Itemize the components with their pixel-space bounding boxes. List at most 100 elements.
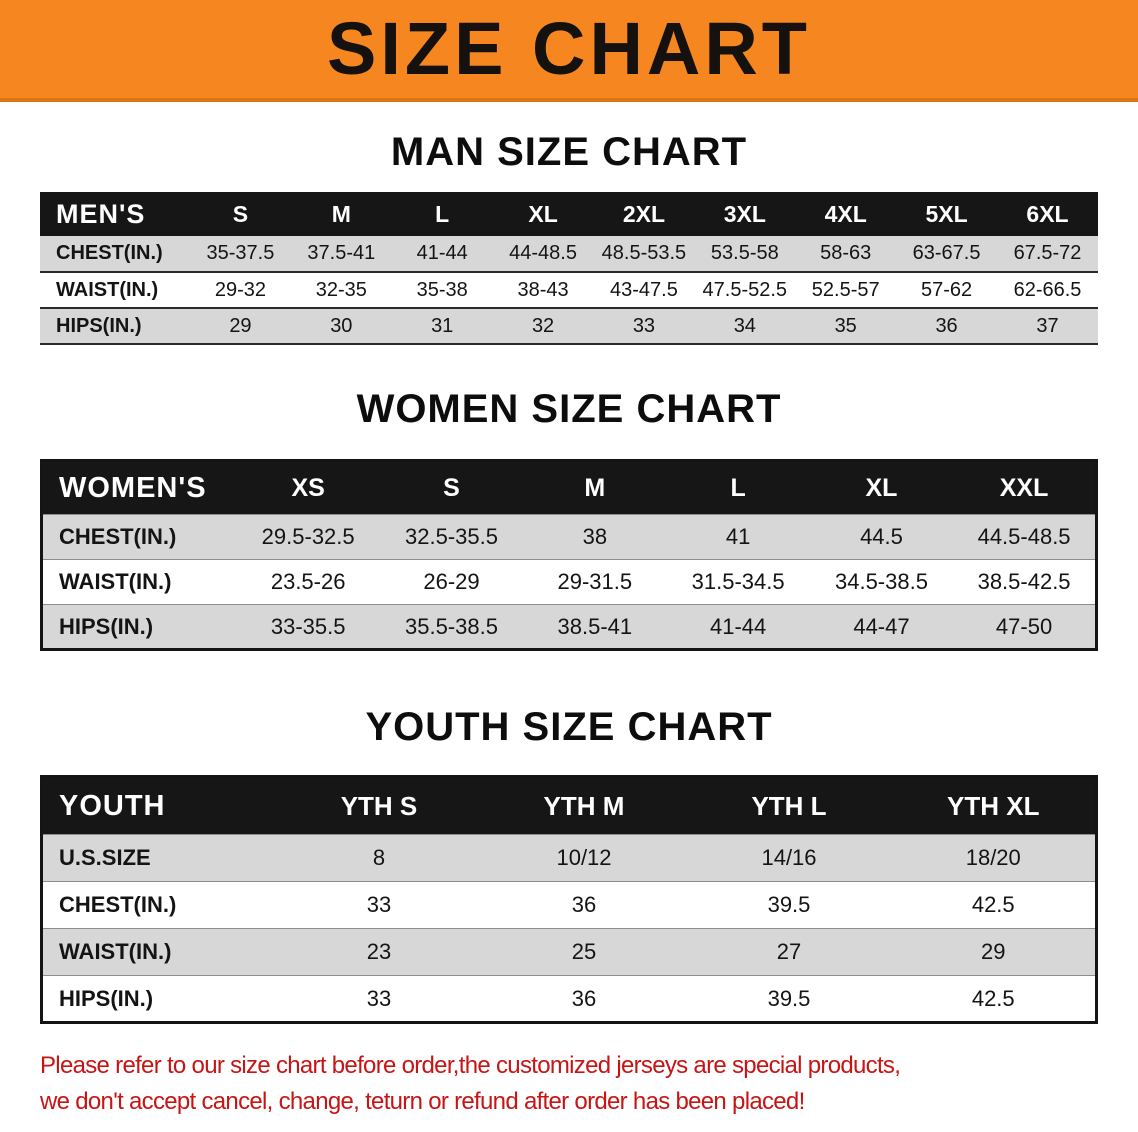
women-size-table: WOMEN'S XS S M L XL XXL CHEST(IN.) 29.5-32.5 32.5… [40,459,1098,651]
value-cell: 52.5-57 [811,278,880,301]
size-header-cell: 6XL [997,192,1098,236]
header-row: MEN'S S M L XL 2XL 3XL 4XL 5XL 6XL [40,192,1098,236]
youth-size-chart-heading: YOUTH SIZE CHART [365,705,773,749]
value-cell: 41 [666,514,810,560]
size-header-cell: S [379,460,524,515]
value-cell: 38.5-42.5 [977,569,1071,594]
size-header-cell: XXL [953,460,1097,515]
value-cell: 44.5 [809,514,954,560]
value-cell: 37.5-41 [290,236,392,272]
value-cell: 35-37.5 [190,236,291,272]
size-header-cell: 4XL [795,192,897,236]
table-row: CHEST(IN.) 35-37.5 37.5-41 41-44 44-48.5 48.5… [40,236,1098,272]
value-cell: 47.5-52.5 [702,278,788,301]
value-cell: 53.5-58 [694,236,796,272]
value-cell: 36 [571,892,597,917]
row-label-cell: HIPS(IN.) [41,604,237,650]
header-row: YOUTH YTH S YTH M YTH L YTH XL [41,776,1097,835]
value-cell: 29-31.5 [557,569,633,594]
size-header-cell: M [523,460,667,515]
value-cell: 39.5 [767,985,811,1011]
row-label-cell: CHEST(IN.) [40,236,190,272]
table-row: CHEST(IN.) 33 36 39.5 42.5 [41,881,1097,929]
value-cell: 38.5-41 [523,604,667,650]
value-cell: 39.5 [767,892,811,917]
value-cell: 23 [276,928,482,976]
value-cell: 44.5-48.5 [953,514,1097,560]
value-cell: 31.5-34.5 [691,569,785,594]
value-cell: 33 [366,985,392,1011]
size-header-cell: YTH M [481,776,687,835]
size-header-cell: M [290,192,392,236]
row-label-cell: CHEST(IN.) [59,892,177,917]
value-cell: 41-44 [666,604,810,650]
value-cell: 29 [891,928,1097,976]
value-cell: 27 [686,928,892,976]
size-header-cell: XL [809,460,954,515]
table-title-cell: WOMEN'S [41,460,237,515]
value-cell: 44-47 [809,604,954,650]
value-cell: 33 [593,308,695,344]
value-cell: 8 [276,834,482,882]
disclaimer-line-1: Please refer to our size chart before or… [40,1052,901,1079]
value-cell: 29.5-32.5 [236,514,380,560]
value-cell: 37 [997,308,1098,344]
disclaimer-note: Please refer to our size chart before or… [40,1048,1138,1120]
table-title-cell: YOUTH [41,776,277,835]
value-cell: 62-66.5 [1013,278,1082,301]
value-cell: 42.5 [971,892,1015,917]
value-cell: 10/12 [481,834,687,882]
value-cell: 47-50 [953,604,1097,650]
value-cell: 42.5 [971,985,1015,1011]
value-cell: 34 [694,308,796,344]
value-cell: 30 [290,308,392,344]
size-header-cell: YTH XL [891,776,1097,835]
value-cell: 35-38 [416,278,468,301]
value-cell: 33 [366,892,392,917]
size-header-cell: XS [236,460,380,515]
value-cell: 38 [523,514,667,560]
youth-size-section: YOUTH SIZE CHART YOUTH YTH S YTH M YTH L YTH… [0,703,1138,1024]
value-cell: 32-35 [315,278,367,301]
value-cell: 58-63 [795,236,897,272]
row-label-cell: WAIST(IN.) [59,569,172,594]
value-cell: 67.5-72 [997,236,1098,272]
row-label-cell: HIPS(IN.) [59,985,154,1011]
value-cell: 35.5-38.5 [379,604,524,650]
size-header-cell: L [666,460,810,515]
row-label-cell: WAIST(IN.) [41,928,277,976]
size-header-cell: 2XL [593,192,695,236]
table-row: HIPS(IN.) 29 30 31 32 33 34 35 36 37 [40,308,1098,344]
size-header-cell: YTH S [276,776,482,835]
row-label-cell: HIPS(IN.) [40,308,190,344]
banner-title: SIZE CHART [327,7,811,90]
value-cell: 57-62 [920,278,973,301]
table-row: WAIST(IN.) 23 25 27 29 [41,928,1097,976]
value-cell: 44-48.5 [492,236,594,272]
men-size-table: MEN'S S M L XL 2XL 3XL 4XL 5XL 6XL CHEST(IN.) 35-37… [40,192,1098,345]
size-header-cell: XL [492,192,594,236]
table-title-cell: MEN'S [40,192,190,236]
value-cell: 33-35.5 [236,604,380,650]
value-cell: 63-67.5 [896,236,997,272]
row-label-cell: WAIST(IN.) [56,278,159,301]
table-row: WAIST(IN.) 23.5-26 26-29 29-31.5 31.5-34.5 34… [41,559,1097,605]
value-cell: 34.5-38.5 [834,569,928,594]
table-row: U.S.SIZE 8 10/12 14/16 18/20 [41,834,1097,882]
value-cell: 36 [896,308,997,344]
value-cell: 41-44 [391,236,493,272]
size-header-cell: YTH L [686,776,892,835]
value-cell: 26-29 [423,569,480,594]
value-cell: 36 [571,985,597,1011]
size-header-cell: S [190,192,291,236]
value-cell: 38-43 [517,278,569,301]
disclaimer-line-2: we don't accept cancel, change, teturn o… [40,1088,805,1115]
value-cell: 31 [391,308,493,344]
value-cell: 32.5-35.5 [379,514,524,560]
size-chart-banner: SIZE CHART [0,0,1138,102]
value-cell: 23.5-26 [270,569,346,594]
row-label-cell: CHEST(IN.) [41,514,237,560]
value-cell: 25 [481,928,687,976]
header-row: WOMEN'S XS S M L XL XXL [41,460,1097,515]
